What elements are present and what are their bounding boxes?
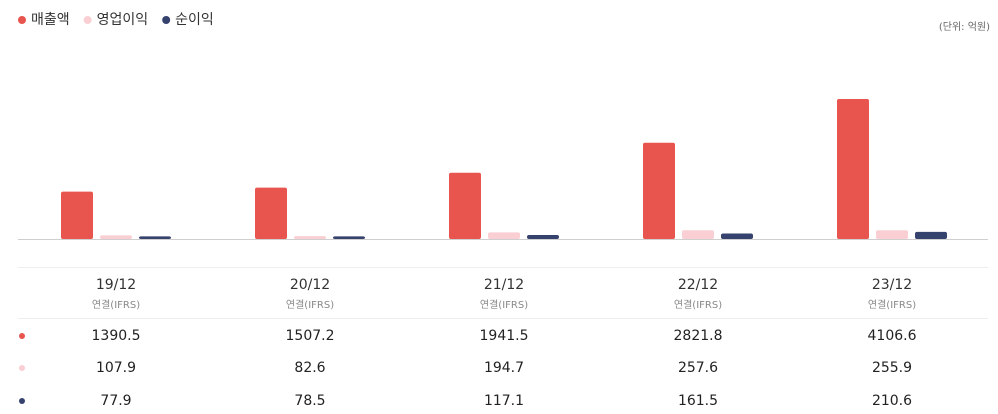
row-dot (19, 333, 25, 339)
legend-dot (18, 16, 26, 24)
table-value: 77.9 (100, 393, 131, 409)
bar (488, 232, 520, 239)
bar (915, 231, 947, 239)
category-note: 연결(IFRS) (286, 299, 334, 311)
bar (294, 236, 326, 239)
category-note: 연결(IFRS) (480, 299, 528, 311)
table-value: 78.5 (294, 393, 325, 409)
row-dot (19, 398, 25, 404)
table-value: 117.1 (484, 393, 524, 409)
table-value: 107.9 (96, 360, 136, 376)
bar (682, 230, 714, 239)
bar (333, 236, 365, 239)
table-value: 1390.5 (92, 328, 141, 344)
legend-label: 순이익 (175, 12, 214, 28)
legend-dot (83, 16, 92, 24)
unit-label: (단위: 억원) (939, 20, 990, 33)
bar (255, 187, 287, 239)
bar (61, 191, 93, 239)
bar (876, 230, 908, 239)
bar (643, 142, 675, 239)
x-tick-label: 23/12 (872, 277, 912, 293)
bar (721, 233, 753, 239)
legend-label: 매출액 (31, 12, 70, 28)
bar (449, 172, 481, 239)
table-value: 161.5 (678, 393, 718, 409)
x-tick-label: 20/12 (290, 277, 330, 293)
category-note: 연결(IFRS) (674, 299, 722, 311)
bar (100, 235, 132, 239)
table-value: 194.7 (484, 360, 524, 376)
table-value: 255.9 (872, 360, 912, 376)
table-value: 2821.8 (674, 328, 723, 344)
table-value: 1507.2 (286, 328, 335, 344)
row-dot (19, 365, 25, 371)
legend-label: 영업이익 (97, 12, 149, 28)
table-value: 82.6 (294, 360, 325, 376)
category-note: 연결(IFRS) (92, 299, 140, 311)
bar (837, 99, 869, 239)
x-tick-label: 22/12 (678, 277, 718, 293)
category-note: 연결(IFRS) (868, 299, 916, 311)
bar (527, 235, 559, 239)
table-value: 210.6 (872, 393, 912, 409)
bar (139, 236, 171, 239)
table-value: 257.6 (678, 360, 718, 376)
table-value: 1941.5 (480, 328, 529, 344)
x-tick-label: 19/12 (96, 277, 136, 293)
legend-dot (162, 16, 171, 24)
table-value: 4106.6 (868, 328, 917, 344)
x-tick-label: 21/12 (484, 277, 524, 293)
